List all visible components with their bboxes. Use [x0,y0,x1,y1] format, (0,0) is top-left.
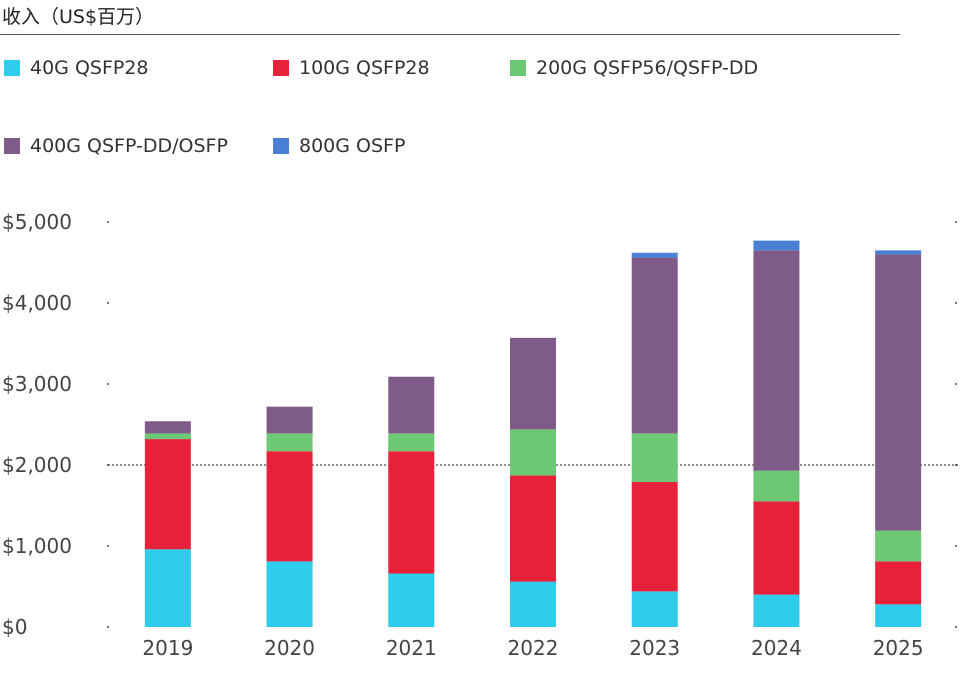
legend-swatch-40g [4,60,20,76]
legend-item-200g[interactable]: 200G QSFP56/QSFP-DD [510,57,758,79]
legend-item-800g[interactable]: 800G OSFP [273,135,405,157]
y-tick-label: $0 [2,615,27,639]
x-tick-label: 2023 [629,636,680,660]
bar-segment [753,240,800,251]
bar-segment [753,250,800,471]
bar-segment [388,451,435,574]
bar-segment [266,451,313,562]
x-tick-label: 2021 [386,636,437,660]
bar-segment [875,254,922,531]
bar-segment [144,433,191,440]
bar-segment [510,581,556,627]
legend-item-40g[interactable]: 40G QSFP28 [4,57,149,79]
bar-segment [266,433,313,452]
y-tick-mark-right [955,383,957,385]
legend-item-400g[interactable]: 400G QSFP-DD/OSFP [4,135,228,157]
legend-label-400g: 400G QSFP-DD/OSFP [30,135,228,157]
y-tick-label: $2,000 [2,453,72,477]
y-tick-label: $4,000 [2,291,72,315]
bar-segment [266,406,313,434]
legend-label-100g: 100G QSFP28 [299,57,430,79]
bar-segment [510,337,556,430]
y-tick-label: $3,000 [2,372,72,396]
bar-segment [875,604,922,627]
bar-segment [388,573,435,627]
bar-segment [388,376,435,434]
legend-swatch-800g [273,138,289,154]
bar-segment [631,482,678,592]
bar-segment [144,549,191,627]
y-tick-mark-left [107,302,109,304]
bar-segment [753,594,800,627]
bar-segment [753,470,800,502]
legend-swatch-100g [273,60,289,76]
bar-segment [144,439,191,550]
y-tick-mark-right [955,626,957,628]
bar-segment [266,561,313,627]
legend-swatch-200g [510,60,526,76]
bar-segment [753,501,800,595]
x-tick-label: 2024 [751,636,802,660]
bar-segment [875,530,922,562]
y-tick-mark-right [955,545,957,547]
legend-label-200g: 200G QSFP56/QSFP-DD [536,57,759,79]
y-tick-mark-left [107,221,109,223]
legend-label-800g: 800G OSFP [299,135,406,157]
bar-segment [510,429,556,476]
y-tick-label: $5,000 [2,210,72,234]
x-tick-label: 2020 [264,636,315,660]
bar-segment [631,591,678,627]
chart-title: 收入（US$百万） [2,6,155,28]
x-tick-label: 2022 [508,636,559,660]
legend-item-100g[interactable]: 100G QSFP28 [273,57,430,79]
legend-label-40g: 40G QSFP28 [30,57,149,79]
y-tick-mark-left [107,626,109,628]
y-tick-mark-left [107,545,109,547]
y-tick-mark-right [955,221,957,223]
bar-segment [875,561,922,605]
title-divider [0,34,900,35]
bar-segment [875,250,922,255]
bar-segment [388,433,435,452]
bar-segment [631,252,678,258]
x-tick-label: 2025 [873,636,924,660]
bar-segment [631,257,678,434]
bar-segment [631,433,678,483]
legend-swatch-400g [4,138,20,154]
y-tick-mark-right [955,302,957,304]
x-tick-label: 2019 [142,636,193,660]
y-tick-mark-left [107,383,109,385]
bar-segment [144,421,191,434]
y-tick-label: $1,000 [2,534,72,558]
bar-segment [510,475,556,582]
